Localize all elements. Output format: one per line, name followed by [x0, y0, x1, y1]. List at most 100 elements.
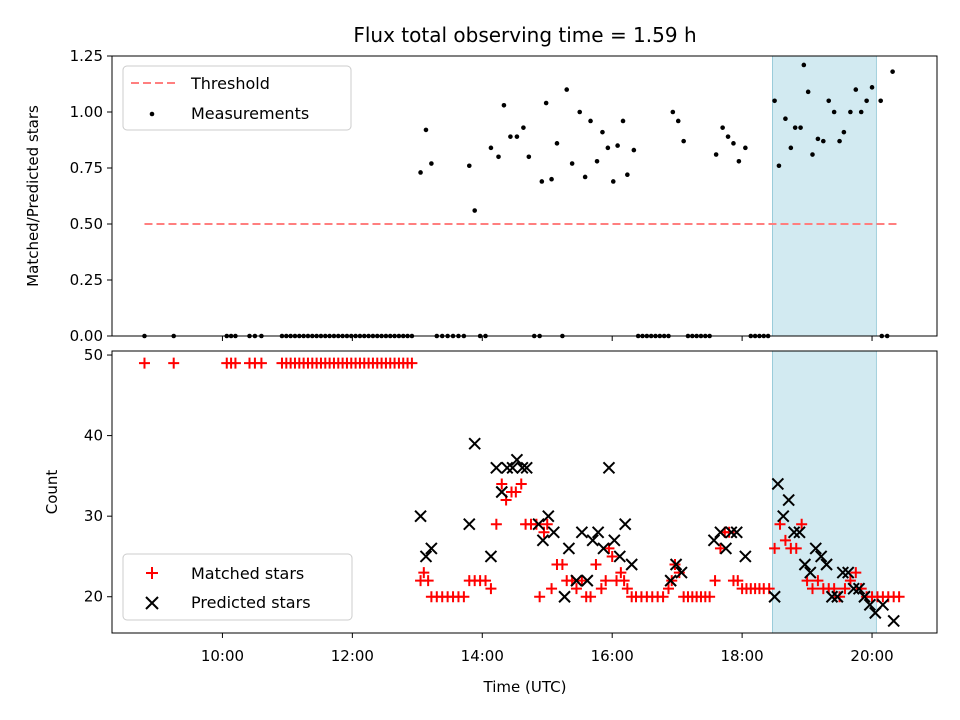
measurement-point — [670, 109, 676, 115]
measurement-point — [815, 136, 821, 142]
measurement-point — [508, 134, 513, 139]
predicted-star-marker — [414, 509, 427, 523]
predicted-star-marker — [608, 534, 621, 547]
predicted-star-marker — [419, 550, 433, 563]
matched-star-marker — [600, 575, 612, 587]
x-tick-label: 14:00 — [461, 647, 504, 665]
measurement-point — [610, 179, 616, 184]
predicted-star-marker — [562, 542, 576, 555]
measurement-point — [848, 109, 853, 115]
bottom-plot-frame — [111, 350, 938, 634]
predicted-star-marker — [542, 509, 555, 523]
matched-star-marker — [590, 559, 602, 571]
bottom-y-tick-label: 20 — [84, 588, 103, 606]
matched-star-marker — [850, 567, 862, 579]
predicted-star-marker — [495, 485, 508, 499]
measurement-point — [736, 158, 742, 164]
predicted-star-marker — [804, 566, 817, 579]
measurement-point — [681, 138, 686, 144]
measurement-point — [776, 163, 782, 169]
predicted-star-marker — [876, 598, 890, 612]
legend-label-predicted-stars: Predicted stars — [191, 593, 311, 612]
bottom-y-tick-label: 40 — [84, 427, 103, 445]
matched-star-marker — [621, 583, 633, 595]
top-plot-frame — [111, 55, 938, 337]
predicted-star-marker — [852, 582, 866, 595]
measurements-legend-swatch — [149, 111, 155, 117]
measurement-point — [810, 152, 815, 157]
matched-star-marker — [546, 583, 558, 595]
matched-star-marker — [255, 357, 267, 369]
matched-star-marker — [812, 575, 824, 587]
chart-title: Flux total observing time = 1.59 h — [353, 23, 696, 47]
predicted-stars-legend-swatch — [145, 596, 159, 610]
bottom-y-tick-label: 50 — [84, 346, 103, 364]
matched-star-marker — [585, 591, 597, 603]
measurement-point — [605, 145, 611, 151]
top-legend-box — [122, 65, 352, 131]
measurement-point — [539, 179, 545, 184]
matched-star-marker — [723, 526, 735, 538]
predicted-star-marker — [613, 550, 626, 563]
matched-star-marker — [168, 357, 180, 369]
predicted-star-marker — [506, 461, 519, 475]
predicted-star-marker — [782, 493, 795, 507]
measurement-point — [772, 98, 777, 104]
legend-label-threshold: Threshold — [190, 74, 270, 93]
legend-label-measurements: Measurements — [191, 104, 309, 123]
predicted-star-marker — [484, 550, 498, 563]
highlight-span — [772, 55, 877, 337]
top-y-axis-title: Matched/Predicted stars — [24, 105, 42, 287]
matched-star-marker — [657, 591, 669, 603]
measurement-point — [625, 172, 630, 178]
bottom-y-tick-label: 30 — [84, 507, 103, 525]
x-tick-label: 10:00 — [201, 647, 244, 665]
measurement-point — [582, 174, 588, 180]
measurement-point — [878, 98, 884, 104]
x-axis-title: Time (UTC) — [483, 678, 567, 696]
measurement-point — [564, 87, 570, 92]
measurement-point — [496, 154, 501, 160]
measurement-point — [488, 145, 494, 151]
measurement-point — [521, 125, 526, 130]
measurement-point — [600, 129, 605, 135]
top-y-tick-label: 1.25 — [70, 47, 103, 65]
measurement-point — [615, 143, 620, 148]
measurement-point — [631, 147, 637, 153]
measurement-point — [821, 138, 826, 144]
measurement-point — [594, 158, 600, 164]
predicted-star-marker — [809, 542, 822, 555]
measurement-point — [472, 208, 477, 213]
predicted-star-marker — [575, 526, 589, 539]
top-y-tick-label: 0.25 — [70, 271, 103, 289]
predicted-star-marker — [793, 526, 806, 539]
measurement-point — [858, 109, 864, 115]
matched-star-marker — [618, 575, 630, 587]
top-plot: 0.00 0.25 0.50 0.75 1.00 1.25 Matched/Predict… — [24, 47, 938, 345]
measurement-point — [549, 176, 554, 182]
measurement-point — [890, 69, 895, 74]
matched-star-marker — [790, 542, 802, 554]
bottom-legend-box — [122, 553, 353, 621]
matched-star-marker — [138, 357, 150, 369]
matched-stars-legend-swatch — [146, 567, 158, 579]
matched-star-marker — [704, 591, 716, 603]
predicted-star-marker — [490, 461, 503, 475]
measurement-point — [731, 141, 736, 146]
matched-star-marker — [662, 583, 674, 595]
matched-star-marker — [732, 575, 744, 587]
measurement-point — [826, 98, 832, 104]
predicted-star-marker — [863, 598, 877, 612]
bottom-y-axis-title: Count — [43, 470, 61, 515]
measurement-point — [514, 134, 520, 139]
predicted-star-marker — [777, 509, 790, 523]
matched-star-marker — [485, 583, 497, 595]
predicted-star-marker — [669, 558, 683, 571]
matched-star-marker — [714, 542, 726, 554]
predicted-star-marker — [425, 542, 438, 555]
matched-star-marker — [406, 357, 418, 369]
matched-star-marker — [839, 583, 851, 595]
predicted-star-marker — [516, 461, 529, 475]
predicted-star-marker — [719, 542, 733, 555]
